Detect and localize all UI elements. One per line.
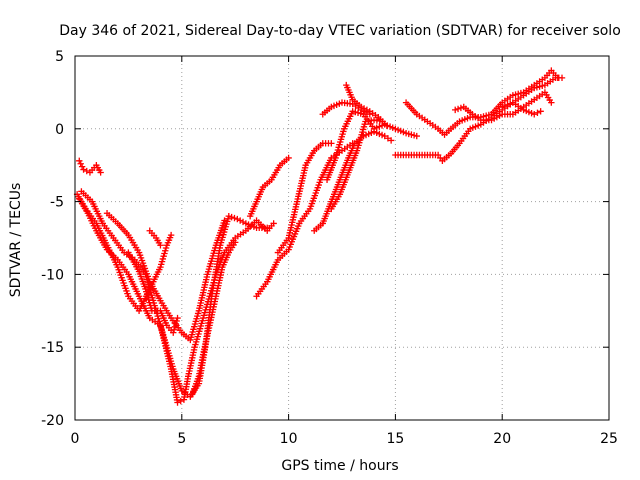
data-point xyxy=(531,111,538,118)
data-point xyxy=(83,167,90,175)
data-point xyxy=(537,108,544,115)
data-point xyxy=(457,104,465,112)
data-point xyxy=(228,213,235,221)
data-point xyxy=(413,132,420,140)
data-point xyxy=(285,154,292,162)
series-arc-14 xyxy=(323,108,420,183)
y-tick-label: 0 xyxy=(55,122,64,138)
data-point xyxy=(78,163,86,170)
data-point xyxy=(383,122,391,130)
series-arc-7 xyxy=(146,227,164,249)
series-arc-5 xyxy=(103,210,228,344)
series-arc-15 xyxy=(328,116,386,213)
x-tick-label: 15 xyxy=(386,431,404,447)
data-point xyxy=(232,239,239,246)
data-point xyxy=(381,132,388,140)
series-arc-16 xyxy=(343,81,391,130)
series-arc-11 xyxy=(274,140,335,256)
data-point xyxy=(170,326,178,333)
data-point xyxy=(384,135,392,142)
series-arc-13 xyxy=(319,99,373,118)
y-tick-label: -20 xyxy=(41,413,64,429)
x-axis-label: GPS time / hours xyxy=(281,458,398,474)
y-tick-label: -15 xyxy=(41,340,64,356)
data-point xyxy=(270,220,277,227)
data-points xyxy=(73,67,566,406)
series-arc-9 xyxy=(246,154,292,220)
tick-labels: 0 5 10 15 20 25 -20 -15 -10 -5 0 5 xyxy=(41,49,618,447)
x-tick-label: 25 xyxy=(600,431,618,447)
plot-frame xyxy=(74,55,610,421)
data-point xyxy=(76,157,83,165)
data-point xyxy=(239,218,247,226)
x-tick-label: 20 xyxy=(493,431,511,447)
data-point xyxy=(387,137,395,144)
axis-ticks xyxy=(74,55,610,421)
series-arc-18 xyxy=(402,67,561,138)
series-arc-20 xyxy=(499,99,544,118)
data-point xyxy=(172,320,180,328)
data-point xyxy=(173,317,180,325)
data-point xyxy=(221,217,228,224)
data-point xyxy=(534,109,541,116)
data-point xyxy=(177,397,184,405)
data-point xyxy=(360,105,368,112)
data-point xyxy=(171,323,179,331)
data-point xyxy=(264,224,271,232)
y-tick-label: -10 xyxy=(41,267,64,283)
x-tick-label: 10 xyxy=(280,431,298,447)
series-arc-8 xyxy=(189,239,239,397)
data-point xyxy=(548,99,555,106)
data-point xyxy=(358,103,365,111)
data-point xyxy=(554,74,561,82)
data-point xyxy=(77,160,84,167)
data-point xyxy=(174,399,181,406)
y-axis-label: SDTVAR / TECUs xyxy=(8,183,24,298)
data-point xyxy=(328,140,335,147)
data-point xyxy=(452,106,459,114)
data-point xyxy=(454,105,462,113)
data-point xyxy=(80,166,87,173)
series-arc-1 xyxy=(76,157,104,176)
data-point xyxy=(97,169,104,176)
data-point xyxy=(236,217,244,224)
series-arc-6 xyxy=(125,249,181,336)
data-point xyxy=(231,214,238,222)
chart-title: Day 346 of 2021, Sidereal Day-to-day VTE… xyxy=(59,23,621,39)
y-tick-label: 5 xyxy=(55,49,64,65)
x-tick-label: 5 xyxy=(177,431,186,447)
data-point xyxy=(225,212,232,220)
data-point xyxy=(157,242,164,249)
x-tick-label: 0 xyxy=(71,431,80,447)
data-point xyxy=(363,106,371,114)
y-tick-label: -5 xyxy=(50,195,64,211)
data-point xyxy=(167,231,175,239)
data-point xyxy=(174,314,181,322)
data-point xyxy=(234,215,241,223)
data-point xyxy=(170,329,177,336)
